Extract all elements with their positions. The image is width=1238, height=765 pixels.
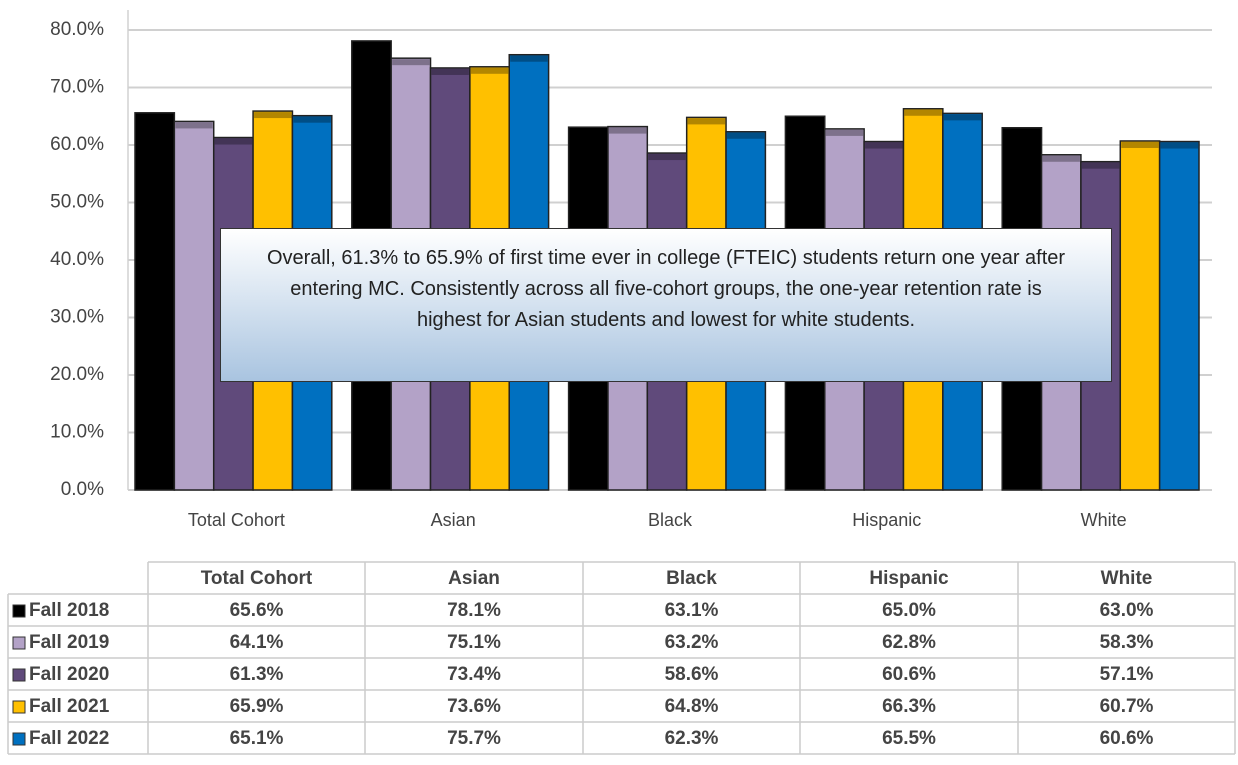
table-cell: 63.2% [665,632,719,653]
table-header: Black [666,568,717,589]
bar-cap [608,127,647,134]
bar [1158,140,1200,491]
annotation: Overall, 61.3% to 65.9% of first time ev… [220,228,1112,382]
x-tick-label: Black [648,510,693,530]
table-cell: 65.6% [230,600,284,621]
bar-cap [1121,141,1159,148]
table-cell: 65.1% [230,728,284,749]
bar-cap [1003,128,1041,135]
table-cell: 78.1% [447,600,501,621]
table-cell: 65.0% [882,600,936,621]
legend-label: Fall 2022 [29,728,109,749]
y-tick-label: 30.0% [50,307,104,328]
bar-cap [392,59,430,66]
table-cell: 64.1% [230,632,284,653]
table-cell: 65.5% [882,728,936,749]
legend-label: Fall 2018 [29,600,109,621]
bar-cap [943,114,982,121]
bar-cap [1081,162,1120,169]
bar-cap [352,41,391,48]
bar [173,120,215,491]
legend-label: Fall 2021 [29,696,110,717]
table-cell: 60.6% [1100,728,1154,749]
bar-cap [569,128,607,135]
x-tick-label: White [1081,510,1127,530]
table-cell: 63.1% [665,600,719,621]
bar-cap [470,67,509,74]
legend-swatch [12,732,26,746]
bar-cap [1160,142,1198,149]
legend-swatch [12,700,26,714]
legend-label: Fall 2020 [29,664,109,685]
y-tick-label: 0.0% [61,479,104,500]
table-cell: 73.6% [447,696,501,717]
table-cell: 61.3% [230,664,284,685]
y-tick-label: 60.0% [50,134,104,155]
x-tick-label: Total Cohort [188,510,285,530]
table-header: Total Cohort [201,568,313,589]
y-tick-label: 40.0% [50,249,104,270]
y-tick-label: 70.0% [50,77,104,98]
table-cell: 65.9% [230,696,284,717]
y-tick-label: 80.0% [50,19,104,40]
table-cell: 60.7% [1100,696,1154,717]
table-cell: 58.6% [665,664,719,685]
table-cell: 57.1% [1100,664,1154,685]
y-tick-label: 20.0% [50,364,104,385]
legend-swatch [12,604,26,618]
table-cell: 75.1% [447,632,501,653]
table-cell: 58.3% [1100,632,1154,653]
table-cell: 75.7% [447,728,501,749]
bar-cap [1042,155,1080,162]
table-cell: 62.3% [665,728,719,749]
bar-cap [865,142,903,149]
bar-cap [510,55,548,62]
legend-swatch [12,668,26,682]
table-cell: 64.8% [665,696,719,717]
table-cell: 66.3% [882,696,936,717]
table-header: Hispanic [869,568,949,589]
bar-cap [175,122,213,129]
bar [134,112,176,491]
x-tick-label: Hispanic [852,510,921,530]
bar-cap [431,68,469,75]
legend-swatch [12,636,26,650]
y-tick-label: 10.0% [50,422,104,443]
table-cell: 60.6% [882,664,936,685]
bar [1119,140,1161,491]
bar-cap [904,109,942,116]
x-tick-label: Asian [431,510,476,530]
bar-cap [786,117,824,124]
bar-cap [825,129,864,136]
y-tick-label: 50.0% [50,192,104,213]
bar-cap [214,138,253,145]
bar-cap [136,113,174,120]
bar-cap [727,132,765,139]
bar-cap [648,154,686,161]
bar-cap [687,118,726,125]
table-header: Asian [448,568,500,589]
table-cell: 62.8% [882,632,936,653]
bar-cap [293,116,331,123]
bar-cap [254,112,292,119]
legend-label: Fall 2019 [29,632,109,653]
table-cell: 73.4% [447,664,501,685]
table-cell: 63.0% [1100,600,1154,621]
table-header: White [1101,568,1153,589]
